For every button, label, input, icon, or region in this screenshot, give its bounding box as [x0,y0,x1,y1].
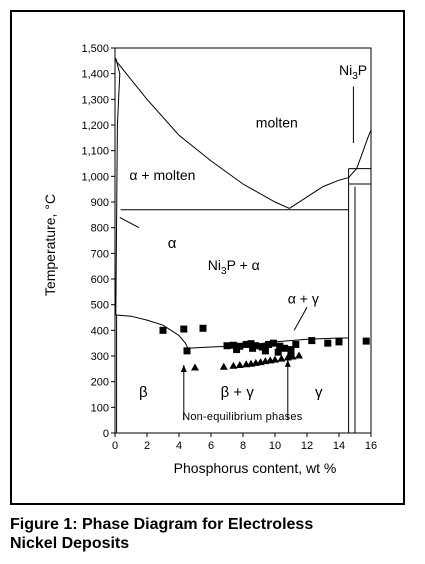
y-tick-label: 1,200 [81,120,109,132]
square-point [276,342,284,350]
y-tick-label: 400 [91,325,109,337]
x-tick-label: 14 [333,440,345,452]
x-tick-label: 10 [269,440,281,452]
triangle-point [219,362,228,370]
square-point [287,349,295,357]
alpha-gamma-pointer [293,306,308,331]
square-point [335,338,343,346]
axes: 0 2 4 6 8 10 12 14 16 0 100 200 300 400 500 600 700 800 90… [81,43,377,452]
y-tick-label: 900 [91,197,109,209]
y-tick-label: 1,100 [81,146,109,158]
square-point [199,324,207,332]
y-tick-label: 0 [103,428,109,440]
square-point [247,340,255,348]
triangle-point [288,352,297,360]
x-tick-label: 2 [144,440,150,452]
square-point [261,347,269,355]
square-point [249,344,257,352]
square-point [308,337,316,345]
data-points [159,324,370,371]
triangle-point [191,363,199,371]
phase-diagram-chart: 0 2 4 6 8 10 12 14 16 0 100 200 300 400 500 600 700 800 90… [42,43,377,476]
label-beta-gamma: β + γ [221,384,255,401]
square-point [183,347,191,355]
alpha-pointer [119,216,140,229]
y-tick-label: 1,400 [81,69,109,81]
x-axis-label: Phosphorus content, wt % [174,460,337,476]
square-point [223,342,231,350]
x-tick-label: 4 [176,440,182,452]
y-tick-label: 600 [91,274,109,286]
square-point [269,339,277,347]
label-gamma: γ [315,384,323,401]
y-tick-label: 300 [91,351,109,363]
label-alpha-molten: α + molten [129,167,195,183]
square-point [287,346,295,354]
triangle-point [271,355,279,363]
label-ni3p: Ni3P [339,62,367,82]
label-non-equilibrium: Non-equilibrium phases [182,411,303,423]
square-point [292,340,300,348]
y-tick-label: 700 [91,248,109,260]
x-tick-label: 16 [365,440,377,452]
solidus-alpha [115,58,121,315]
label-beta: β [139,384,148,401]
square-point [159,326,167,334]
triangle-point [277,354,286,362]
square-point [324,339,332,347]
y-tick-label: 100 [91,402,109,414]
y-tick-label: 200 [91,377,109,389]
liquidus-left [114,59,290,209]
triangle-point [235,360,244,368]
y-tick-label: 1,300 [81,94,109,106]
label-alpha: α [168,235,177,252]
square-point [229,341,237,349]
square-point [180,325,188,333]
x-tick-label: 0 [112,440,118,452]
arrow-head [284,359,291,367]
phase-boundaries [114,58,372,433]
arrow-head [180,364,187,372]
square-point [242,340,250,348]
liquidus-right [289,129,372,209]
x-tick-label: 12 [301,440,313,452]
square-point [274,348,282,356]
region-labels: molten α + molten α Ni3P + α Ni3P α + γ β β + γ… [129,62,367,423]
square-point [265,340,273,348]
square-point [281,344,289,352]
square-point [362,337,370,345]
y-tick-label: 500 [91,300,109,312]
alpha-gamma-boundary [114,314,190,350]
label-ni3p-alpha: Ni3P + α [208,257,260,277]
square-point [258,343,266,351]
y-tick-label: 1,000 [81,171,109,183]
y-tick-label: 800 [91,223,109,235]
y-axis-label: Temperature, °C [42,194,58,296]
caption-line-1: Figure 1: Phase Diagram for Electroless [10,516,314,533]
label-alpha-gamma: α + γ [288,290,319,306]
caption-line-2: Nickel Deposits [10,535,130,552]
square-point [233,346,241,354]
triangle-point [229,361,238,369]
y-tick-label: 1,500 [81,43,109,55]
triangle-point [295,351,303,359]
x-tick-label: 6 [208,440,214,452]
figure-frame [10,10,405,505]
figure-caption: Figure 1: Phase Diagram for Electroless … [10,515,415,553]
label-molten: molten [256,115,298,131]
x-tick-label: 8 [240,440,246,452]
